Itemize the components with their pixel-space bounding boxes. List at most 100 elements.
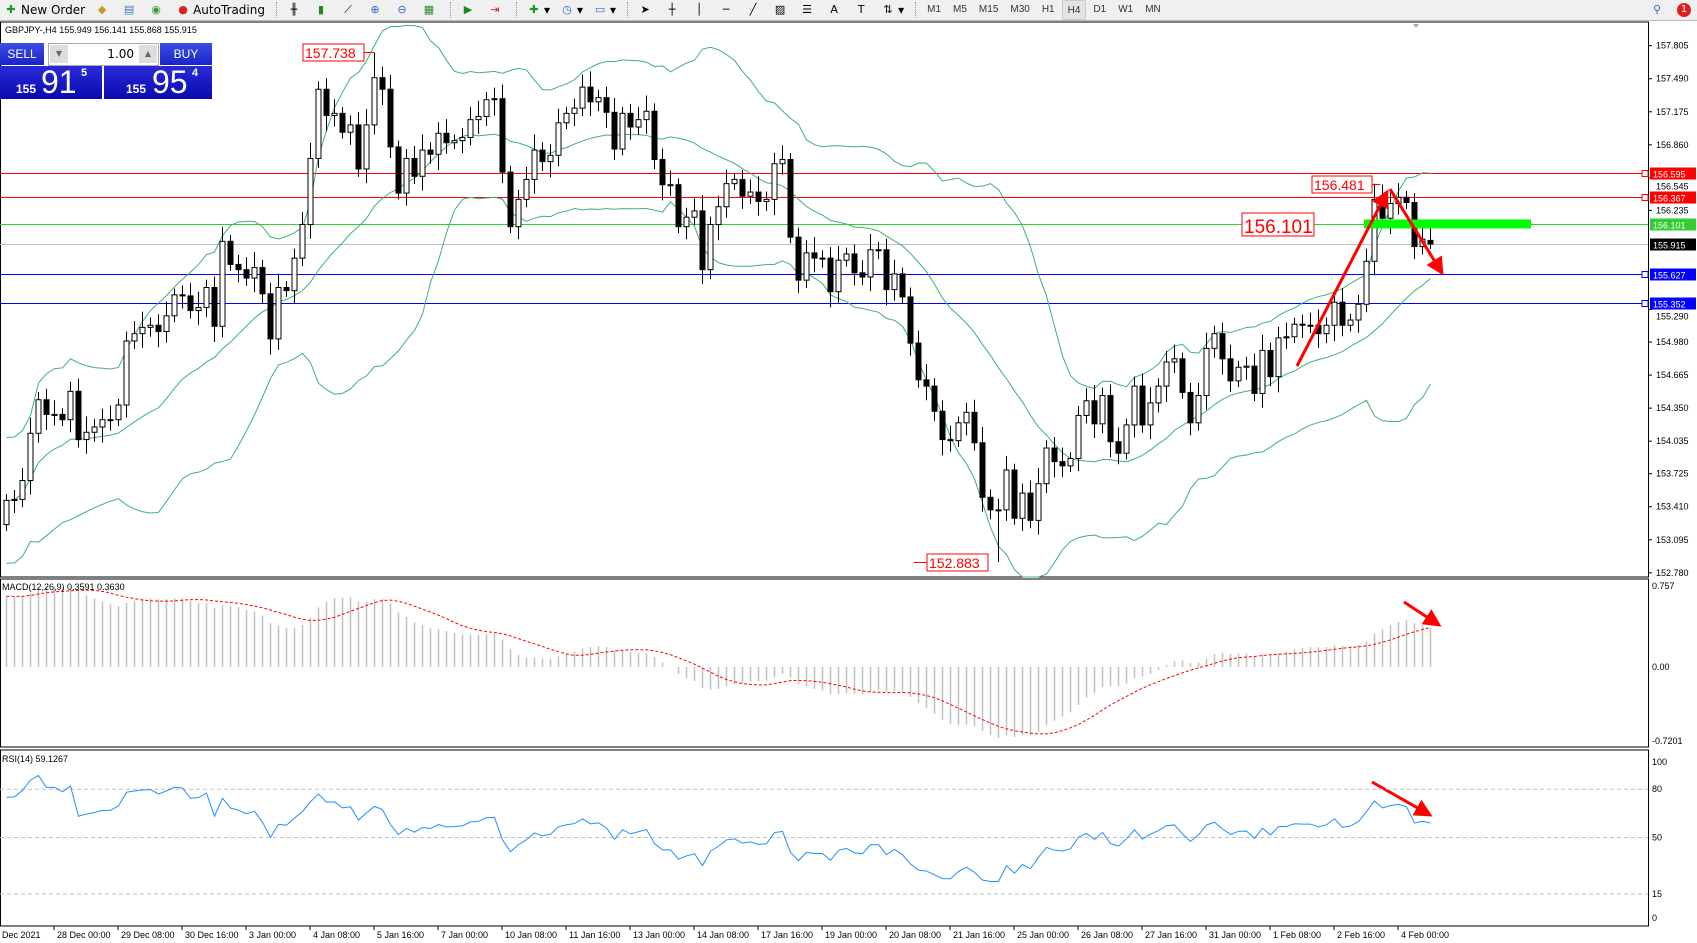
sell-price-box[interactable]: 155 91 5 <box>0 64 102 100</box>
new-order-button[interactable]: ✚ New Order <box>0 1 89 19</box>
rsi-tick-label: 15 <box>1652 889 1662 899</box>
autoscroll-icon: ▶ <box>463 3 473 16</box>
candle-body <box>563 112 570 124</box>
text-label-button[interactable]: T <box>850 1 875 19</box>
candle-body <box>867 249 874 278</box>
timeframe-m5[interactable]: M5 <box>953 3 967 15</box>
candlestick-button[interactable]: ▮ <box>310 1 335 19</box>
fibonacci-button[interactable]: ☰ <box>796 1 821 19</box>
price-axis-label: 155.352 <box>1653 300 1686 310</box>
bollinger-upper-band <box>6 24 1431 439</box>
candle-body <box>1147 402 1154 426</box>
periods-button[interactable]: ◷ ▾ <box>556 1 587 19</box>
candle-body <box>411 157 418 177</box>
line-handle <box>1641 170 1649 177</box>
chart-shift-marker <box>1413 24 1419 28</box>
metaeditor-button[interactable]: ◆ <box>91 1 116 19</box>
crosshair-button[interactable]: ┼ <box>661 1 686 19</box>
timeframe-mn[interactable]: MN <box>1145 3 1161 15</box>
horizontal-line-button[interactable]: ─ <box>715 1 740 19</box>
price-label: 157.738 <box>305 45 356 61</box>
sell-button[interactable]: SELL <box>0 43 44 65</box>
arrows-button[interactable]: ⇅ ▾ <box>877 1 908 19</box>
autotrading-button[interactable]: ● AutoTrading <box>172 1 269 19</box>
candle-body <box>99 419 106 428</box>
vertical-line-icon: │ <box>695 3 703 16</box>
candle-body <box>531 149 538 180</box>
text-button[interactable]: A <box>823 1 848 19</box>
equidistant-channel-button[interactable]: ▨ <box>769 1 794 19</box>
candle-body <box>763 198 770 202</box>
vertical-line-button[interactable]: │ <box>688 1 713 19</box>
candle-body <box>883 249 890 291</box>
candle-body <box>947 439 954 442</box>
cursor-button[interactable]: ➤ <box>634 1 659 19</box>
candle-body <box>1171 358 1178 363</box>
timeframe-w1[interactable]: W1 <box>1118 3 1134 15</box>
lot-size-input[interactable]: ▼ 1.00 ▲ <box>48 43 159 66</box>
candle-body <box>707 224 714 271</box>
macd-signal-line <box>6 589 1431 735</box>
signals-button[interactable]: ◉ <box>145 1 170 19</box>
timeframe-d1[interactable]: D1 <box>1093 3 1107 15</box>
bar-chart-button[interactable]: ╫ <box>283 1 308 19</box>
candle-body <box>195 306 202 312</box>
buy-price-box[interactable]: 155 95 4 <box>104 64 212 100</box>
candle-body <box>515 198 522 228</box>
sell-price-prefix: 155 <box>16 82 37 96</box>
price-axis-label-bg <box>1650 218 1696 231</box>
candle-body <box>1107 395 1114 443</box>
candle-body <box>715 206 722 226</box>
templates-button[interactable]: ▭ ▾ <box>594 3 617 17</box>
candle-body <box>1043 447 1050 485</box>
candle-body <box>579 86 586 109</box>
notification-badge: 1 <box>1677 3 1691 17</box>
macd-tick-label: 0.757 <box>1652 581 1675 591</box>
trendline-button[interactable]: ╱ <box>742 1 767 19</box>
candle-body <box>299 224 306 259</box>
timeframe-m1[interactable]: M1 <box>927 3 942 15</box>
zoom-out-button[interactable]: ⊖ <box>391 1 416 19</box>
candle-body <box>1299 323 1306 326</box>
candle-body <box>483 99 490 118</box>
line-chart-button[interactable]: ⟋ <box>337 1 362 19</box>
timeframe-h1[interactable]: H1 <box>1041 3 1055 15</box>
candle-body <box>3 499 10 526</box>
line-handle <box>1641 300 1649 307</box>
candle-body <box>955 422 962 442</box>
timeframe-m15[interactable]: M15 <box>978 3 999 15</box>
candle-body <box>907 296 914 344</box>
candle-body <box>387 88 394 148</box>
terminal-button[interactable]: ▤ <box>118 1 143 19</box>
timeframe-h4[interactable]: H4 <box>1061 0 1087 20</box>
price-tick-label: 156.545 <box>1656 182 1689 192</box>
price-label: 156.101 <box>1244 217 1313 238</box>
candle-body <box>1195 395 1202 424</box>
buy-button[interactable]: BUY <box>160 43 212 65</box>
autoscroll-button[interactable]: ▶ <box>457 1 482 19</box>
indicators-button[interactable]: ✚ ▾ <box>523 1 554 19</box>
candle-body <box>235 263 242 271</box>
candle-body <box>1235 366 1242 382</box>
zoom-in-button[interactable]: ⊕ <box>364 1 389 19</box>
date-label: 4 Feb 00:00 <box>1401 930 1449 940</box>
lot-increase-button[interactable]: ▲ <box>139 45 157 63</box>
chart-shift-button[interactable]: ⇥ <box>484 1 509 19</box>
text-label-icon: T <box>857 3 865 16</box>
notifications-button[interactable]: 1 <box>1673 1 1695 19</box>
candle-body <box>835 259 842 293</box>
timeframe-m30[interactable]: M30 <box>1010 3 1030 15</box>
candle-body <box>1075 414 1082 459</box>
symbol-info: GBPJPY-,H4 155.949 156.141 155.868 155.9… <box>5 25 197 35</box>
search-button[interactable]: ⚲ <box>1646 1 1671 19</box>
tile-windows-button[interactable]: ▦ <box>418 1 443 19</box>
search-icon: ⚲ <box>1652 3 1662 16</box>
lot-decrease-button[interactable]: ▼ <box>50 45 68 63</box>
candle-body <box>1243 365 1250 368</box>
candle-body <box>171 294 178 317</box>
candle-body <box>395 146 402 194</box>
candle-body <box>891 273 898 291</box>
candle-body <box>163 315 170 333</box>
candle-body <box>1427 239 1434 245</box>
